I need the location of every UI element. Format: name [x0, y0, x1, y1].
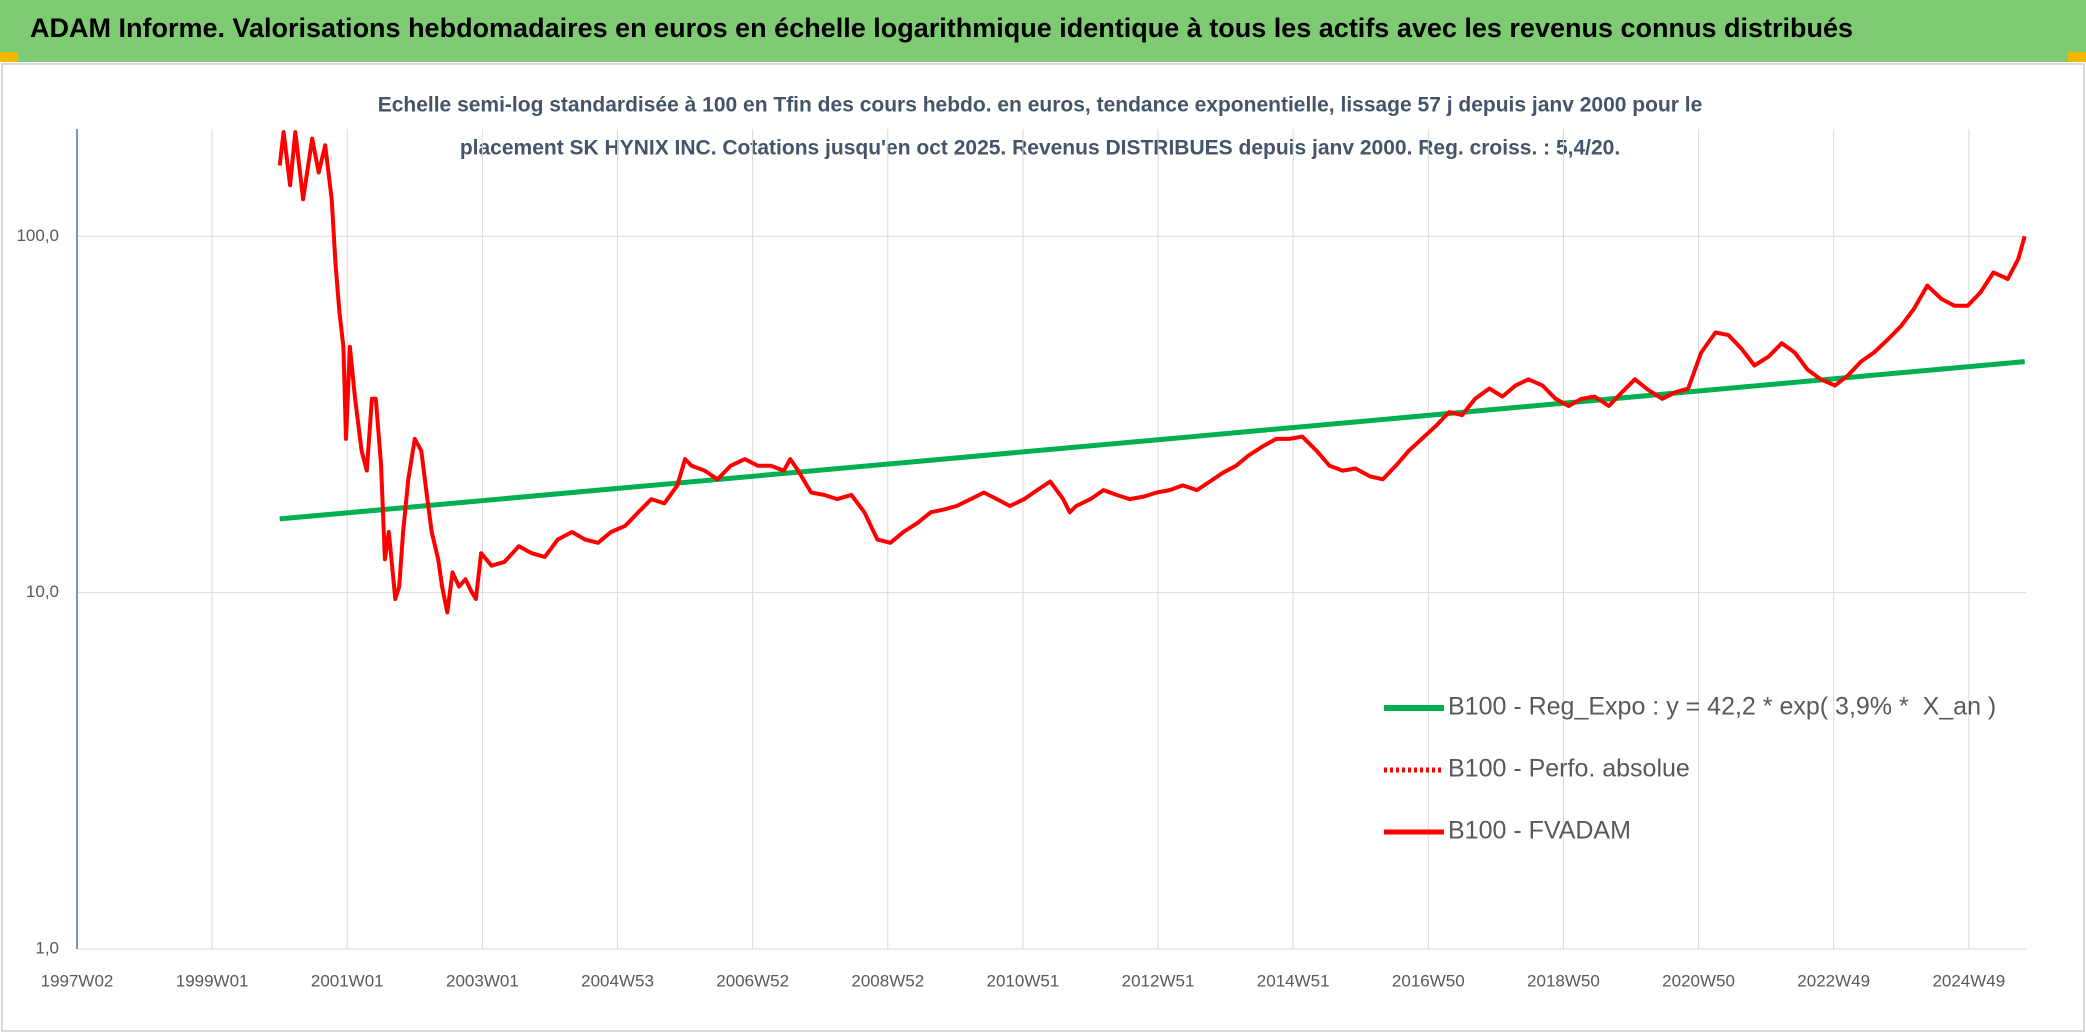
x-tick-label: 2008W52 [851, 971, 924, 990]
x-tick-label: 2010W51 [987, 971, 1060, 990]
header-bar [0, 0, 2086, 62]
x-tick-label: 2004W53 [581, 971, 654, 990]
frame [1, 63, 2085, 1032]
x-tick-label: 2012W51 [1122, 971, 1195, 990]
legend-label: B100 - Reg_Expo : y = 42,2 * exp( 3,9% *… [1448, 693, 1996, 721]
x-tick-label: 2003W01 [446, 971, 519, 990]
x-tick-label: 2024W49 [1932, 971, 2005, 990]
x-tick-label: 1997W02 [41, 971, 114, 990]
legend-label: B100 - Perfo. absolue [1448, 755, 1690, 783]
legend-label: B100 - FVADAM [1448, 817, 1631, 845]
x-tick-label: 2022W49 [1797, 971, 1870, 990]
y-tick-label: 100,0 [16, 226, 59, 245]
chart-title: ADAM Informe. Valorisations hebdomadaire… [30, 13, 1853, 43]
corner [0, 52, 18, 62]
x-tick-label: 2018W50 [1527, 971, 1600, 990]
subtitle: placement SK HYNIX INC. Cotations jusqu'… [460, 137, 1620, 160]
x-tick-label: 2016W50 [1392, 971, 1465, 990]
x-tick-label: 2014W51 [1257, 971, 1330, 990]
x-tick-label: 2001W01 [311, 971, 384, 990]
x-tick-label: 2020W50 [1662, 971, 1735, 990]
corner [2068, 52, 2086, 62]
y-tick-label: 1,0 [35, 938, 59, 957]
series-line [279, 359, 2025, 522]
subtitle: Echelle semi-log standardisée à 100 en T… [378, 94, 1703, 117]
y-tick-label: 10,0 [26, 582, 59, 601]
x-tick-label: 1999W01 [176, 971, 249, 990]
x-tick-label: 2006W52 [716, 971, 789, 990]
series-line [277, 130, 2027, 615]
